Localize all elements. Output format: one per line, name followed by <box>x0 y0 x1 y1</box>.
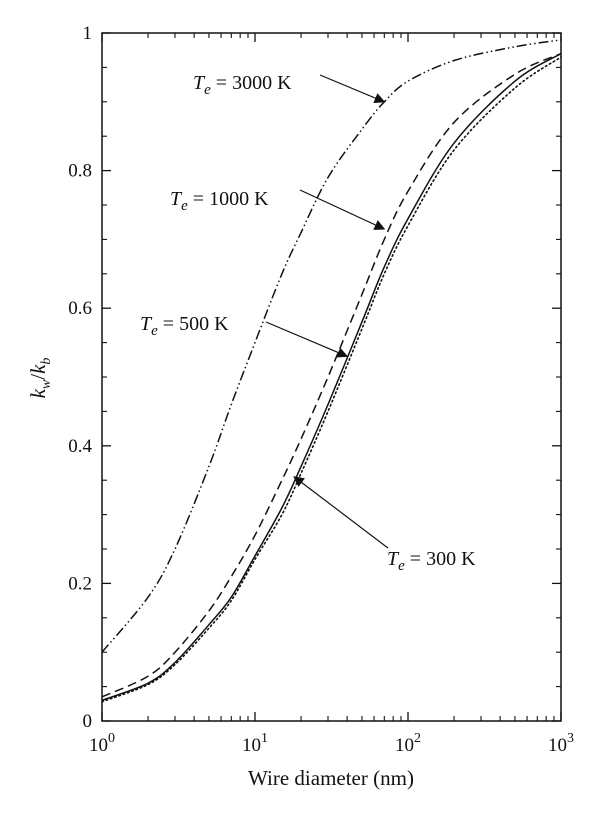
y-tick-label: 0 <box>83 711 93 732</box>
annotation-arrow <box>299 189 386 230</box>
y-tick-label: 0.6 <box>68 298 92 319</box>
annotation-label: Te = 3000 K <box>193 72 292 98</box>
y-tick-label: 0.2 <box>68 573 92 594</box>
series-line-t300 <box>101 56 562 703</box>
annotation-arrow <box>265 321 349 358</box>
series-layer <box>101 39 562 703</box>
annotation-arrow <box>319 74 386 104</box>
x-tick-label: 102 <box>395 731 421 756</box>
tick-layer: 0 0.2 0.4 0.6 0.8 1 100 101 102 103 <box>68 23 574 756</box>
plot-frame <box>101 32 562 722</box>
x-tick-label: 100 <box>89 731 115 756</box>
x-axis-title: Wire diameter (nm) <box>248 766 414 790</box>
y-tick-label: 0.4 <box>68 436 92 457</box>
annotation-arrow <box>293 476 389 549</box>
annotation-label: Te = 500 K <box>140 313 229 339</box>
series-line-t500 <box>101 52 562 702</box>
series-line-t3000 <box>101 39 562 653</box>
y-tick-label: 0.8 <box>68 161 92 182</box>
y-axis-title: kw/kb <box>26 358 54 399</box>
y-tick-label: 1 <box>83 23 93 44</box>
annotation-layer: Te = 3000 K Te = 1000 K Te = 500 K Te = 300… <box>140 72 476 574</box>
x-tick-label: 103 <box>548 731 574 756</box>
series-line-t1000 <box>101 52 562 698</box>
x-tick-label: 101 <box>242 731 268 756</box>
annotation-label: Te = 300 K <box>387 548 476 574</box>
annotation-label: Te = 1000 K <box>170 188 269 214</box>
